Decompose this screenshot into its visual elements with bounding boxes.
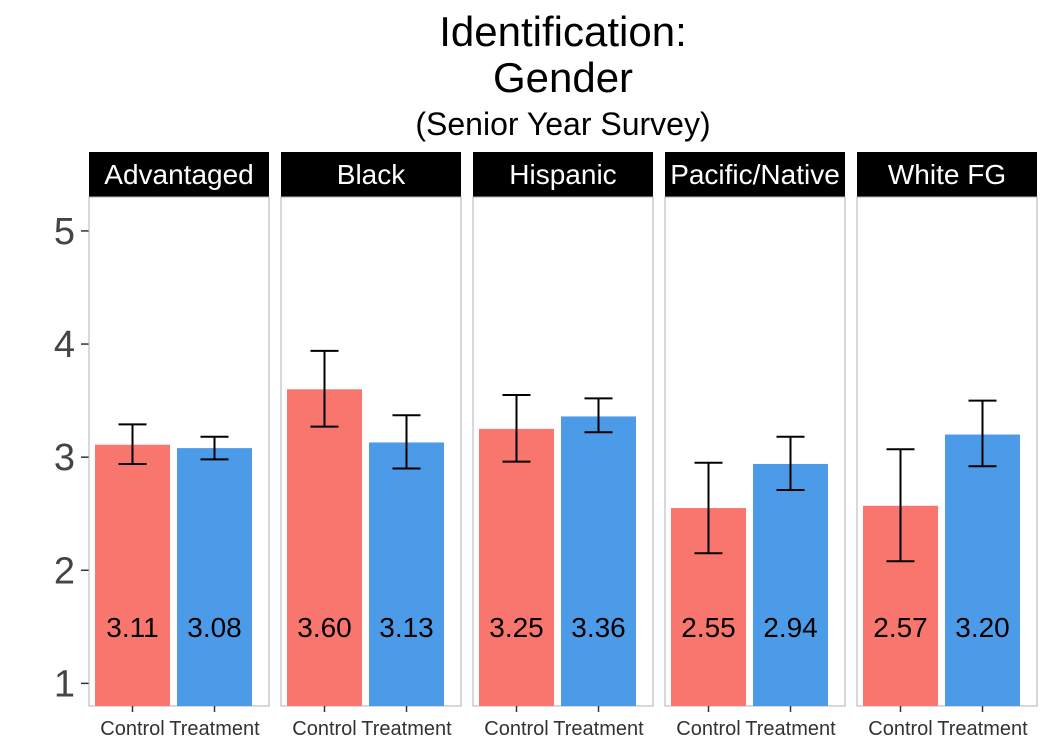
panel-black: Black 3.60 Control 3.13 Treatment	[280, 152, 462, 740]
facet-strip-label: Pacific/Native	[670, 159, 840, 190]
error-bar	[776, 435, 805, 491]
error-bar	[502, 393, 531, 463]
facet-panels: Advantaged 3.11 Control 3.08 Treatment Black 3…	[88, 152, 1038, 740]
bar-treatment	[945, 434, 1020, 706]
error-bar	[118, 423, 147, 465]
facet-strip	[281, 152, 461, 197]
data-label: 3.25	[489, 612, 544, 643]
bar-treatment	[561, 416, 636, 706]
y-tick-label: 4	[54, 324, 75, 366]
x-tick-label: Control	[292, 718, 356, 740]
data-label: 3.11	[106, 612, 158, 643]
y-tick-label: 1	[54, 663, 75, 705]
error-bar	[694, 461, 723, 555]
x-tick-label: Treatment	[553, 718, 644, 740]
y-tick-label: 3	[54, 437, 75, 479]
facet-strip-label: Hispanic	[509, 159, 616, 190]
error-bar	[968, 399, 997, 468]
panel-white-fg: White FG 2.57 Control 3.20 Treatment	[856, 152, 1038, 740]
bar-control	[95, 444, 170, 706]
x-tick-label: Treatment	[745, 718, 836, 740]
x-tick-label: Control	[100, 718, 164, 740]
chart-title-line-1: Identification:	[439, 8, 687, 55]
x-tick-label: Control	[676, 718, 740, 740]
data-label: 2.57	[873, 612, 928, 643]
x-tick-label: Control	[484, 718, 548, 740]
error-bar	[392, 414, 421, 470]
data-label: 2.94	[763, 612, 818, 643]
bar-control	[479, 428, 554, 706]
data-label: 3.13	[379, 612, 434, 643]
data-label: 3.36	[571, 612, 626, 643]
data-label: 3.60	[297, 612, 352, 643]
facet-strip	[89, 152, 269, 197]
x-tick-label: Treatment	[937, 718, 1028, 740]
bar-treatment	[177, 448, 252, 706]
x-tick-label: Treatment	[361, 718, 452, 740]
error-bar	[200, 435, 229, 461]
data-label: 3.20	[955, 612, 1010, 643]
panel-pacific-native: Pacific/Native 2.55 Control 2.94 Treatment	[664, 152, 846, 740]
bar-treatment	[369, 442, 444, 706]
panel-advantaged: Advantaged 3.11 Control 3.08 Treatment	[88, 152, 270, 740]
data-label: 3.08	[187, 612, 242, 643]
y-axis: 1 2 3 4 5	[54, 211, 89, 705]
facet-strip-label: White FG	[888, 159, 1006, 190]
facet-strip	[665, 152, 845, 197]
facet-strip	[473, 152, 653, 197]
data-label: 2.55	[681, 612, 736, 643]
chart-title-line-2: Gender	[493, 54, 633, 101]
y-tick-label: 2	[54, 550, 75, 592]
error-bar	[584, 397, 613, 434]
chart-titles: Identification: Gender (Senior Year Surv…	[415, 8, 710, 142]
x-tick-label: Control	[868, 718, 932, 740]
bar-treatment	[753, 463, 828, 706]
bar-control	[287, 389, 362, 706]
y-tick-label: 5	[54, 211, 75, 253]
panel-hispanic: Hispanic 3.25 Control 3.36 Treatment	[472, 152, 654, 740]
chart-subtitle: (Senior Year Survey)	[415, 106, 710, 142]
error-bar	[310, 349, 339, 428]
facet-strip	[857, 152, 1037, 197]
x-tick-label: Treatment	[169, 718, 260, 740]
error-bar	[886, 448, 915, 563]
facet-strip-label: Advantaged	[104, 159, 253, 190]
facet-strip-label: Black	[337, 159, 406, 190]
